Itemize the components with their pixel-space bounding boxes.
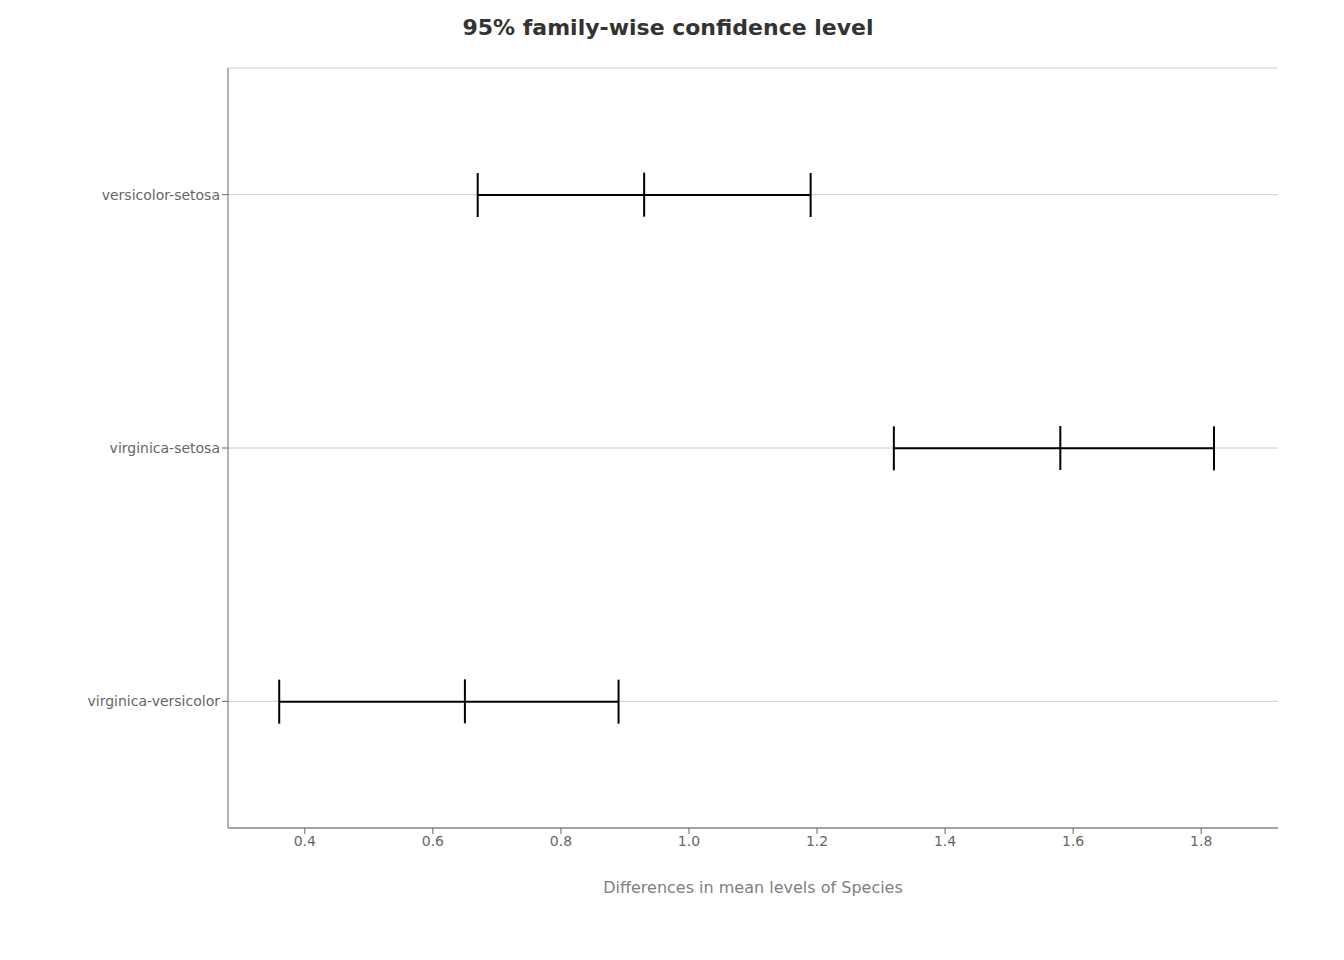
svg-text:1.6: 1.6 — [1062, 833, 1084, 849]
svg-text:versicolor-setosa: versicolor-setosa — [102, 187, 220, 203]
svg-text:1.4: 1.4 — [934, 833, 956, 849]
svg-text:Differences in mean levels of: Differences in mean levels of Species — [603, 878, 903, 897]
svg-text:virginica-setosa: virginica-setosa — [110, 440, 220, 456]
svg-text:0.8: 0.8 — [550, 833, 572, 849]
svg-text:1.2: 1.2 — [806, 833, 828, 849]
svg-text:1.0: 1.0 — [678, 833, 700, 849]
svg-text:0.4: 0.4 — [294, 833, 316, 849]
html-text:95% family-wise confidence lev: 95% family-wise confidence level — [462, 15, 874, 40]
svg-text:1.8: 1.8 — [1190, 833, 1212, 849]
svg-text:virginica-versicolor: virginica-versicolor — [88, 693, 221, 709]
svg-text:0.6: 0.6 — [422, 833, 444, 849]
